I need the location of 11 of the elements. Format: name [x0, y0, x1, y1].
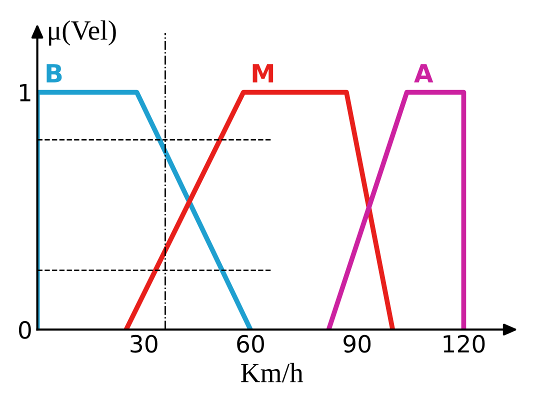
x-axis-title: Km/h [240, 362, 304, 382]
series-label: B [46, 64, 62, 82]
y-tick-label: 0 [18, 321, 31, 339]
y-tick-label: 1 [20, 84, 30, 102]
series-label: M [252, 64, 274, 82]
series-label: A [414, 64, 434, 82]
x-tick-label: 30 [130, 334, 158, 353]
x-tick-label: 90 [344, 334, 371, 353]
x-tick-label: 120 [444, 334, 485, 353]
y-axis-title: μ(Vel) [48, 20, 116, 46]
x-tick-label: 60 [237, 334, 264, 353]
